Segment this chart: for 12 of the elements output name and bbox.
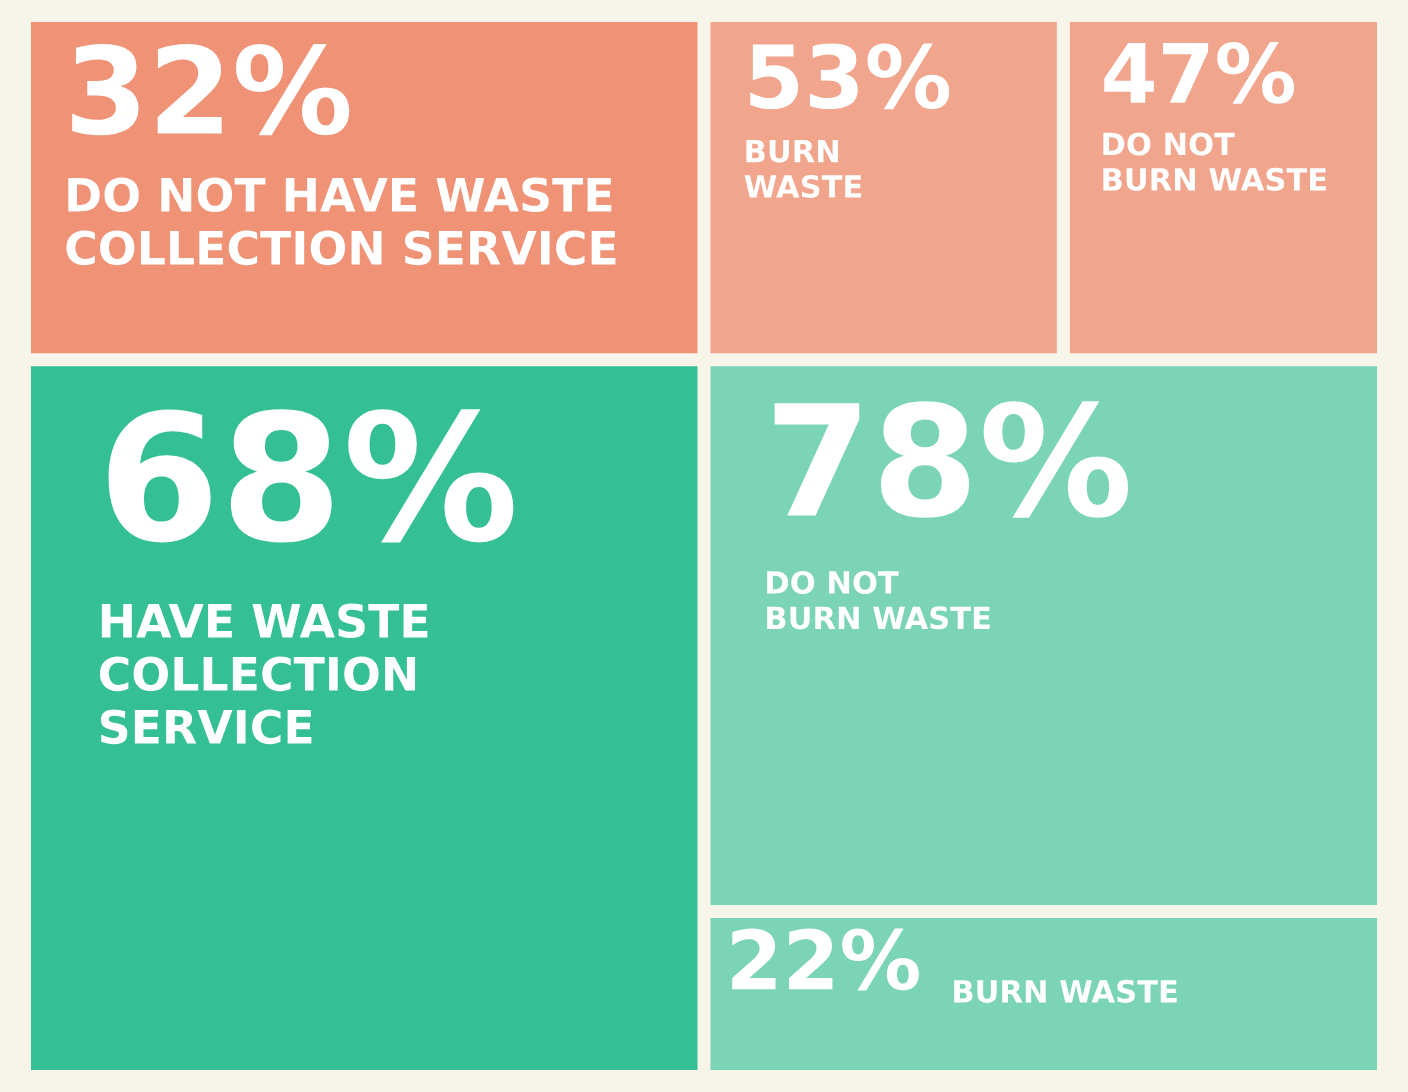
data-label: 47% (1104, 41, 1295, 104)
category-label: DO NOT BURN WASTE (1103, 132, 1326, 191)
data-label: 32% (72, 44, 350, 136)
category-label: BURN WASTE (744, 139, 862, 199)
data-label: 22% (732, 928, 919, 991)
category-label: DO NOT BURN WASTE (767, 570, 990, 630)
category-label: DO NOT HAVE WASTE COLLECTION SERVICE (66, 177, 616, 266)
data-label: 53% (750, 43, 950, 110)
category-label: BURN WASTE (954, 979, 1177, 1003)
data-label: 68% (108, 409, 514, 543)
category-label: HAVE WASTE COLLECTION SERVICE (99, 603, 428, 745)
data-label: 78% (774, 401, 1129, 518)
